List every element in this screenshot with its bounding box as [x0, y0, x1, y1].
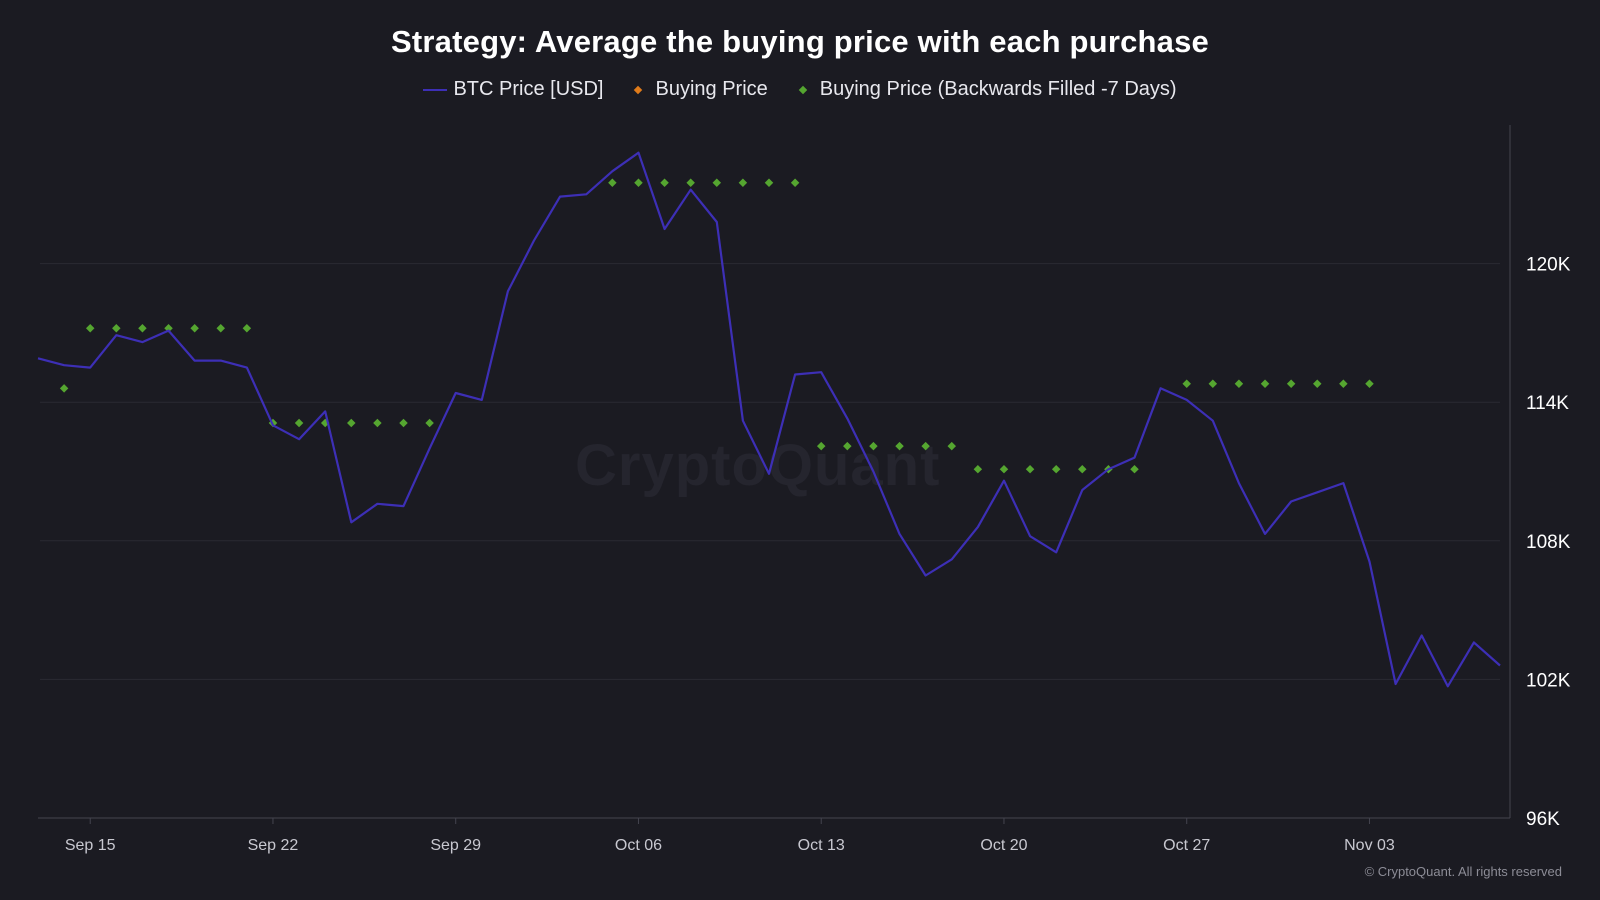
- buying-price-filled-point: [399, 418, 408, 428]
- buying-price-filled-point: [1260, 379, 1270, 388]
- buying-price-filled-point: [347, 418, 356, 428]
- buying-price-filled-point: [138, 324, 147, 333]
- buying-price-filled-point: [85, 324, 95, 333]
- buying-price-filled-point: [738, 178, 748, 187]
- copyright-text: © CryptoQuant. All rights reserved: [1364, 864, 1562, 879]
- buying-price-filled-point: [1182, 379, 1191, 388]
- buying-price-filled-point: [921, 441, 930, 451]
- buying-price-filled-point: [895, 441, 904, 451]
- buying-price-filled-point: [1130, 464, 1139, 474]
- buying-price-filled-point: [947, 441, 956, 451]
- y-tick-label: 114K: [1526, 393, 1569, 414]
- buying-price-filled-point: [1208, 379, 1218, 388]
- buying-price-filled-point: [1286, 379, 1296, 388]
- buying-price-filled-point: [1339, 379, 1348, 388]
- buying-price-filled-point: [869, 441, 878, 451]
- buying-price-filled-point: [999, 464, 1009, 474]
- buying-price-filled-point: [1051, 464, 1061, 474]
- buying-price-filled-point: [112, 324, 121, 333]
- x-tick-label: Oct 20: [980, 837, 1027, 854]
- buying-price-filled-point: [425, 418, 434, 428]
- chart-legend: BTC Price [USD] Buying Price Buying Pric…: [0, 78, 1600, 101]
- buying-price-filled-point: [1313, 379, 1322, 388]
- legend-label-btc-price: BTC Price [USD]: [453, 78, 604, 100]
- buying-price-filled-point: [294, 418, 304, 428]
- legend-line-swatch: [423, 88, 448, 91]
- buying-price-filled-point: [816, 441, 826, 451]
- buying-price-filled-point: [1078, 464, 1087, 474]
- buying-price-filled-point: [216, 324, 225, 333]
- btc-price-line: [37, 151, 1501, 688]
- buying-price-filled-point: [712, 178, 722, 187]
- buying-price-filled-point: [973, 464, 983, 474]
- legend-item-buying-price[interactable]: Buying Price: [631, 78, 768, 101]
- buying-price-filled-point: [608, 178, 617, 187]
- legend-item-btc-price[interactable]: BTC Price [USD]: [423, 78, 603, 101]
- y-tick-label: 120K: [1526, 255, 1571, 276]
- buying-price-filled-point: [1365, 379, 1374, 388]
- buying-price-filled-point: [242, 324, 252, 333]
- buying-price-filled-point: [59, 384, 69, 393]
- buying-price-filled-point: [790, 178, 800, 187]
- buying-price-filled-point: [764, 178, 774, 187]
- legend-label-buying-price-filled: Buying Price (Backwards Filled -7 Days): [819, 78, 1177, 100]
- watermark-logo: CryptoQuant: [575, 433, 941, 498]
- x-tick-label: Oct 27: [1163, 837, 1210, 854]
- x-tick-label: Sep 15: [65, 837, 116, 854]
- legend-item-buying-price-filled[interactable]: Buying Price (Backwards Filled -7 Days): [796, 78, 1177, 101]
- y-tick-label: 96K: [1526, 809, 1560, 830]
- y-tick-label: 108K: [1526, 532, 1571, 553]
- buying-price-filled-point: [686, 178, 695, 187]
- x-tick-label: Sep 29: [430, 837, 481, 854]
- buying-price-filled-point: [1025, 464, 1035, 474]
- buying-price-filled-point: [660, 178, 669, 187]
- x-tick-label: Nov 03: [1344, 837, 1395, 854]
- x-tick-label: Oct 13: [798, 837, 845, 854]
- legend-label-buying-price: Buying Price: [655, 78, 768, 100]
- y-tick-label: 102K: [1526, 670, 1571, 691]
- buying-price-filled-point: [1234, 379, 1244, 388]
- chart-title: Strategy: Average the buying price with …: [391, 24, 1209, 59]
- buying-price-filled-point: [190, 324, 199, 333]
- buying-price-filled-point: [843, 441, 852, 451]
- x-tick-label: Oct 06: [615, 837, 662, 854]
- x-tick-label: Sep 22: [248, 837, 299, 854]
- buying-price-filled-point: [373, 418, 382, 428]
- buying-price-filled-point: [634, 178, 643, 187]
